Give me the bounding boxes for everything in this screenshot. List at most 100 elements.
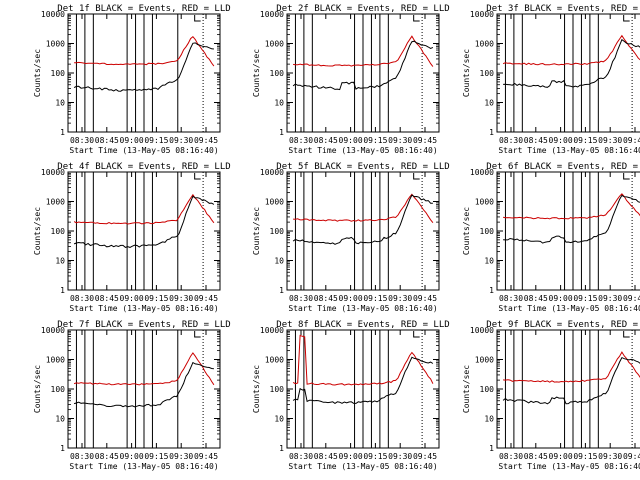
x-tick-label: 08:30: [499, 294, 523, 303]
x-tick-label: 08:45: [314, 452, 338, 461]
y-tick-label: 10000: [41, 10, 65, 19]
x-tick-label: 09:45: [194, 294, 218, 303]
x-axis-label: Start Time (13-May-05 08:16:40): [498, 462, 640, 471]
panel-title: Det 2f BLACK = Events, RED = LLD: [276, 4, 449, 14]
lld-series-line: [293, 193, 434, 224]
lld-series-line: [74, 36, 215, 67]
y-tick-label: 1000: [265, 198, 284, 207]
x-tick-label: 08:45: [314, 294, 338, 303]
y-tick-label: 1: [279, 444, 284, 453]
x-tick-label: 08:45: [95, 452, 119, 461]
x-tick-label: 09:15: [573, 136, 597, 145]
x-tick-label: 09:45: [413, 136, 437, 145]
events-series-line: [503, 38, 640, 88]
lld-series-line: [73, 193, 215, 225]
x-tick-label: 08:30: [70, 294, 94, 303]
panel-title: Det 3f BLACK = Events, RED = LLD: [486, 4, 640, 14]
x-tick-label: 09:30: [388, 294, 412, 303]
y-tick-label: 100: [51, 385, 66, 394]
x-axis-label: Start Time (13-May-05 08:16:40): [69, 146, 218, 155]
y-tick-label: 10: [55, 415, 65, 424]
y-axis-label: Counts/sec: [462, 49, 471, 97]
x-tick-label: 08:45: [95, 136, 119, 145]
y-tick-label: 10: [274, 257, 284, 266]
x-tick-label: 09:15: [573, 294, 597, 303]
x-tick-label: 09:15: [144, 294, 168, 303]
detector-panel-9: Det 9f BLACK = Events, RED = LLD 1 10 100 10…: [462, 320, 640, 471]
x-tick-label: 09:30: [388, 452, 412, 461]
y-axis-label: Counts/sec: [33, 207, 42, 255]
lld-series-line: [502, 193, 640, 220]
y-tick-label: 10000: [470, 168, 494, 177]
y-tick-label: 100: [51, 69, 66, 78]
y-tick-label: 100: [270, 227, 285, 236]
x-tick-label: 08:45: [524, 294, 548, 303]
x-tick-label: 09:15: [363, 452, 387, 461]
y-tick-label: 10: [484, 99, 494, 108]
x-tick-label: 09:00: [339, 452, 363, 461]
y-axis-label: Counts/sec: [33, 365, 42, 413]
x-tick-label: 09:00: [120, 136, 144, 145]
x-tick-label: 09:15: [363, 136, 387, 145]
x-tick-label: 09:15: [144, 452, 168, 461]
bracket-mark: [194, 331, 201, 338]
y-tick-label: 1: [279, 128, 284, 137]
x-axis-label: Start Time (13-May-05 08:16:40): [498, 146, 640, 155]
y-tick-label: 10: [484, 415, 494, 424]
x-tick-label: 08:45: [314, 136, 338, 145]
lld-series-line: [293, 35, 434, 67]
y-tick-label: 10: [55, 257, 65, 266]
x-tick-label: 09:30: [169, 136, 193, 145]
events-series-line: [292, 40, 434, 91]
y-tick-label: 1000: [475, 40, 494, 49]
y-axis-label: Counts/sec: [252, 207, 261, 255]
y-tick-label: 1: [489, 128, 494, 137]
y-tick-label: 10000: [41, 168, 65, 177]
x-tick-label: 08:30: [499, 452, 523, 461]
x-tick-label: 09:15: [573, 452, 597, 461]
lld-series-line: [73, 352, 215, 386]
bracket-mark: [413, 173, 420, 180]
x-tick-label: 09:15: [144, 136, 168, 145]
events-series-line: [73, 195, 215, 248]
y-tick-label: 10: [484, 257, 494, 266]
panel-title: Det 8f BLACK = Events, RED = LLD: [276, 320, 449, 330]
y-tick-label: 1000: [475, 356, 494, 365]
y-tick-label: 1000: [265, 40, 284, 49]
lld-series-line: [292, 334, 434, 386]
y-axis-label: Counts/sec: [462, 207, 471, 255]
x-tick-label: 08:30: [70, 136, 94, 145]
y-tick-label: 1: [60, 286, 65, 295]
events-series-line: [73, 42, 214, 92]
y-tick-label: 10000: [260, 326, 284, 335]
detector-panel-1: Det 1f BLACK = Events, RED = LLD 1 10 100 10…: [33, 4, 231, 155]
plot-frame: [496, 13, 640, 133]
x-tick-label: 09:45: [194, 136, 218, 145]
y-tick-label: 1000: [46, 198, 65, 207]
x-axis-label: Start Time (13-May-05 08:16:40): [498, 304, 640, 313]
x-tick-label: 09:00: [549, 294, 573, 303]
y-tick-label: 10000: [260, 168, 284, 177]
y-axis-label: Counts/sec: [252, 365, 261, 413]
y-tick-label: 10000: [470, 326, 494, 335]
x-tick-label: 08:45: [524, 136, 548, 145]
x-tick-label: 08:30: [70, 452, 94, 461]
x-tick-label: 09:45: [413, 452, 437, 461]
bracket-mark: [623, 331, 630, 338]
y-tick-label: 100: [270, 385, 285, 394]
bracket-mark: [623, 173, 630, 180]
y-axis-label: Counts/sec: [252, 49, 261, 97]
detector-panel-6: Det 6f BLACK = Events, RED = LLD 1 10 100 10…: [462, 162, 640, 313]
y-tick-label: 10: [274, 99, 284, 108]
x-tick-label: 09:30: [598, 294, 622, 303]
y-tick-label: 10: [55, 99, 65, 108]
panel-title: Det 1f BLACK = Events, RED = LLD: [57, 4, 230, 14]
events-series-line: [502, 356, 640, 405]
x-tick-label: 09:30: [388, 136, 412, 145]
panel-title: Det 5f BLACK = Events, RED = LLD: [276, 162, 449, 172]
x-tick-label: 09:45: [623, 452, 640, 461]
y-tick-label: 1000: [46, 40, 65, 49]
y-tick-label: 10000: [41, 326, 65, 335]
y-tick-label: 1: [489, 444, 494, 453]
